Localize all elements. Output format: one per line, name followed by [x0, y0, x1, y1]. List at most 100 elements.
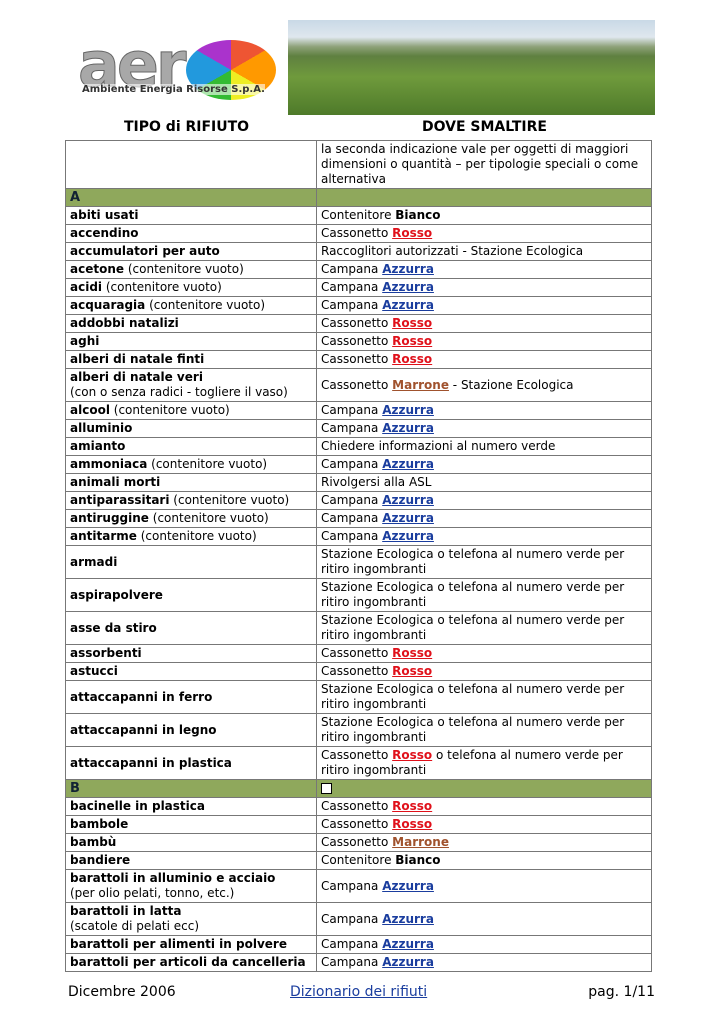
disposal-place: Cassonetto: [321, 352, 389, 366]
disposal-place: Contenitore: [321, 853, 392, 867]
bin-color[interactable]: Rosso: [392, 226, 433, 240]
bin-color[interactable]: Rosso: [392, 316, 433, 330]
entry-row: aspirapolvere Stazione Ecologica o telefo…: [65, 578, 652, 612]
logo-area: aer Ambiente Energia Risorse S.p.A.: [68, 20, 288, 115]
bin-color[interactable]: Azzurra: [382, 937, 434, 951]
disposal-place: Campana: [321, 937, 379, 951]
disposal-place: Campana: [321, 403, 379, 417]
waste-item: animali morti: [70, 475, 161, 489]
disposal-cell: Cassonetto Rosso: [316, 662, 652, 681]
waste-item: attaccapanni in ferro: [70, 689, 213, 704]
section-row: B: [65, 779, 652, 798]
entry-row: armadi Stazione Ecologica o telefona al n…: [65, 545, 652, 579]
section-cell: [316, 188, 652, 207]
footer-title[interactable]: Dizionario dei rifiuti: [290, 984, 428, 1000]
bin-color[interactable]: Rosso: [392, 334, 433, 348]
waste-item: barattoli in alluminio e acciaio: [70, 871, 276, 885]
disposal-cell: Campana Azzurra: [316, 419, 652, 438]
entry-row: abiti usati Contenitore Bianco: [65, 206, 652, 225]
bin-color[interactable]: Rosso: [392, 646, 433, 660]
waste-item: asse da stiro: [70, 620, 157, 635]
bin-color[interactable]: Azzurra: [382, 421, 434, 435]
waste-item: armadi: [70, 554, 118, 569]
entry-row: astucci Cassonetto Rosso: [65, 662, 652, 681]
bin-color[interactable]: Marrone: [392, 377, 449, 392]
waste-item: barattoli per alimenti in polvere: [70, 937, 287, 951]
disposal-place: Campana: [321, 878, 379, 893]
entry-row: barattoli per articoli da cancelleria Cam…: [65, 953, 652, 972]
waste-item-cell: barattoli in latta (scatole di pelati ecc…: [65, 902, 317, 936]
waste-item: bacinelle in plastica: [70, 799, 205, 813]
bin-color[interactable]: Rosso: [392, 664, 433, 678]
entry-row: addobbi natalizi Cassonetto Rosso: [65, 314, 652, 333]
bin-color[interactable]: Azzurra: [382, 280, 434, 294]
disposal-place: Campana: [321, 421, 379, 435]
bin-color[interactable]: Azzurra: [382, 262, 434, 276]
disposal-place: Campana: [321, 911, 379, 926]
disposal-place: Chiedere informazioni al numero verde: [321, 439, 556, 453]
footer-date: Dicembre 2006: [68, 984, 176, 1000]
waste-note: (scatole di pelati ecc): [70, 919, 200, 933]
bin-color[interactable]: Marrone: [392, 835, 449, 849]
waste-item: accumulatori per auto: [70, 244, 220, 258]
disposal-cell: Cassonetto Rosso: [316, 332, 652, 351]
bin-color[interactable]: Azzurra: [382, 298, 434, 312]
entry-row: alberi di natale finti Cassonetto Rosso: [65, 350, 652, 369]
bin-color[interactable]: Rosso: [392, 748, 433, 762]
bin-color[interactable]: Azzurra: [382, 493, 434, 507]
waste-item-cell: aspirapolvere: [65, 578, 317, 612]
bin-color[interactable]: Azzurra: [382, 403, 434, 417]
disposal-place: Campana: [321, 262, 379, 276]
waste-note: (per olio pelati, tonno, etc.): [70, 886, 235, 900]
waste-item-cell: antiparassitari (contenitore vuoto): [65, 491, 317, 510]
waste-item-cell: bandiere: [65, 851, 317, 870]
bin-color[interactable]: Azzurra: [382, 511, 434, 525]
bin-color[interactable]: Azzurra: [382, 878, 434, 893]
entry-row: amianto Chiedere informazioni al numero v…: [65, 437, 652, 456]
entry-row: animali morti Rivolgersi alla ASL: [65, 473, 652, 492]
entry-row: attaccapanni in ferro Stazione Ecologica …: [65, 680, 652, 714]
entry-row: acidi (contenitore vuoto) Campana Azzurra: [65, 278, 652, 297]
waste-item-cell: barattoli per articoli da cancelleria: [65, 953, 317, 972]
disposal-cell: Cassonetto Rosso: [316, 224, 652, 243]
disposal-place: Contenitore: [321, 208, 392, 222]
waste-item-cell: acetone (contenitore vuoto): [65, 260, 317, 279]
waste-item: accendino: [70, 226, 139, 240]
waste-item-cell: addobbi natalizi: [65, 314, 317, 333]
disposal-place: Campana: [321, 511, 379, 525]
disposal-place: Campana: [321, 529, 379, 543]
bin-color[interactable]: Rosso: [392, 817, 433, 831]
disposal-cell: Raccoglitori autorizzati - Stazione Ecol…: [316, 242, 652, 261]
disposal-place: Campana: [321, 493, 379, 507]
bin-color[interactable]: Rosso: [392, 799, 433, 813]
banner: aer Ambiente Energia Risorse S.p.A.: [68, 20, 655, 115]
bin-color[interactable]: Rosso: [392, 352, 433, 366]
disposal-cell: Campana Azzurra: [316, 455, 652, 474]
disposal-place: Stazione Ecologica o telefona al numero …: [321, 715, 625, 744]
disposal-place: Cassonetto: [321, 664, 389, 678]
waste-item-cell: barattoli in alluminio e acciaio (per oli…: [65, 869, 317, 903]
waste-item: bambole: [70, 817, 129, 831]
waste-item-cell: abiti usati: [65, 206, 317, 225]
waste-table: la seconda indicazione vale per oggetti …: [65, 140, 652, 972]
disposal-cell: Campana Azzurra: [316, 278, 652, 297]
entry-row: antiparassitari (contenitore vuoto) Campa…: [65, 491, 652, 510]
disposal-place: Cassonetto: [321, 799, 389, 813]
bin-color[interactable]: Azzurra: [382, 529, 434, 543]
bin-color[interactable]: Azzurra: [382, 911, 434, 926]
disposal-place: Cassonetto: [321, 646, 389, 660]
disposal-place: Cassonetto: [321, 334, 389, 348]
bin-color[interactable]: Azzurra: [382, 457, 434, 471]
bin-color[interactable]: Azzurra: [382, 955, 434, 969]
disposal-cell: Stazione Ecologica o telefona al numero …: [316, 545, 652, 579]
waste-item-cell: animali morti: [65, 473, 317, 492]
waste-item: amianto: [70, 439, 126, 453]
intro: la seconda indicazione vale per oggetti …: [316, 140, 652, 189]
disposal-place: Cassonetto: [321, 316, 389, 330]
disposal-cell: Campana Azzurra: [316, 491, 652, 510]
entry-row: bacinelle in plastica Cassonetto Rosso: [65, 797, 652, 816]
waste-item-cell: asse da stiro: [65, 611, 317, 645]
disposal-cell: Cassonetto Rosso: [316, 797, 652, 816]
waste-item: assorbenti: [70, 646, 142, 660]
waste-note: (contenitore vuoto): [152, 511, 269, 525]
